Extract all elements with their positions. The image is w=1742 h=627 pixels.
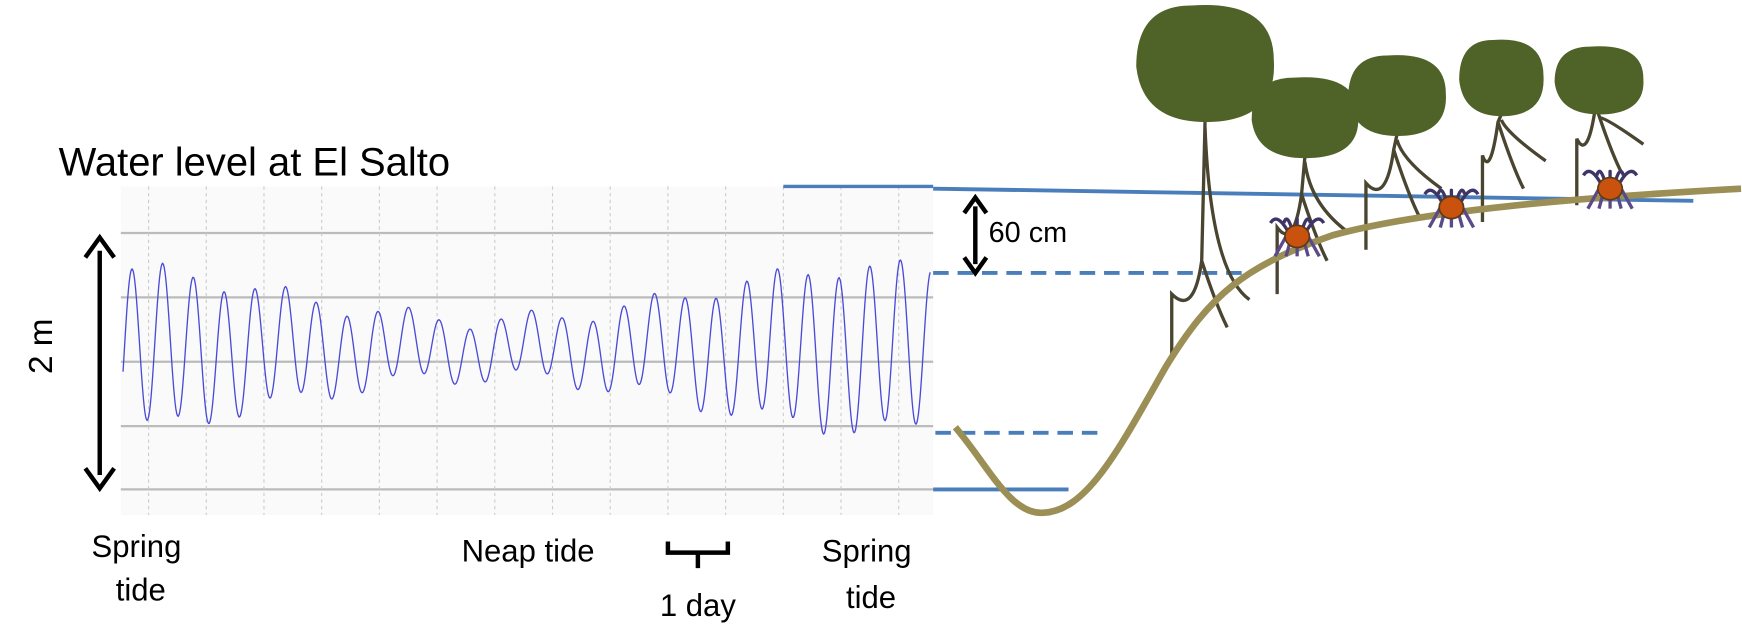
canopy bbox=[1252, 77, 1359, 158]
page: Water level at El Salto 2 m Spring tide … bbox=[0, 0, 1742, 627]
label-line: Spring bbox=[92, 529, 182, 564]
label-line: Spring bbox=[822, 534, 912, 569]
difference-label: 60 cm bbox=[989, 217, 1068, 249]
crab-body bbox=[1439, 196, 1463, 218]
canopy bbox=[1555, 46, 1644, 114]
trunk bbox=[1172, 122, 1250, 361]
crabs bbox=[1271, 171, 1637, 256]
ground-profile bbox=[955, 189, 1741, 513]
label-line: tide bbox=[116, 572, 166, 607]
canopy bbox=[1136, 5, 1274, 122]
canopy bbox=[1348, 55, 1446, 136]
neap-tide: Neap tide bbox=[462, 534, 595, 569]
crab-body bbox=[1285, 225, 1309, 247]
trunk bbox=[1366, 134, 1441, 249]
day-label: 1 day bbox=[660, 588, 736, 623]
figure: Water level at El Salto 2 m Spring tide … bbox=[0, 0, 1742, 627]
trunk bbox=[1277, 156, 1349, 294]
canopy bbox=[1459, 40, 1543, 117]
crab-body bbox=[1598, 178, 1622, 200]
crab bbox=[1583, 171, 1636, 208]
label-line: tide bbox=[846, 580, 896, 615]
difference-arrow bbox=[964, 198, 986, 273]
spring-tide-left: Spring tide bbox=[92, 529, 190, 607]
day-brace bbox=[668, 542, 728, 569]
range-arrow bbox=[85, 237, 114, 488]
range-label: 2 m bbox=[23, 318, 60, 373]
plot-background bbox=[121, 186, 933, 514]
title: Water level at El Salto bbox=[59, 140, 450, 184]
spring-tide-right: Spring tide bbox=[822, 534, 920, 616]
